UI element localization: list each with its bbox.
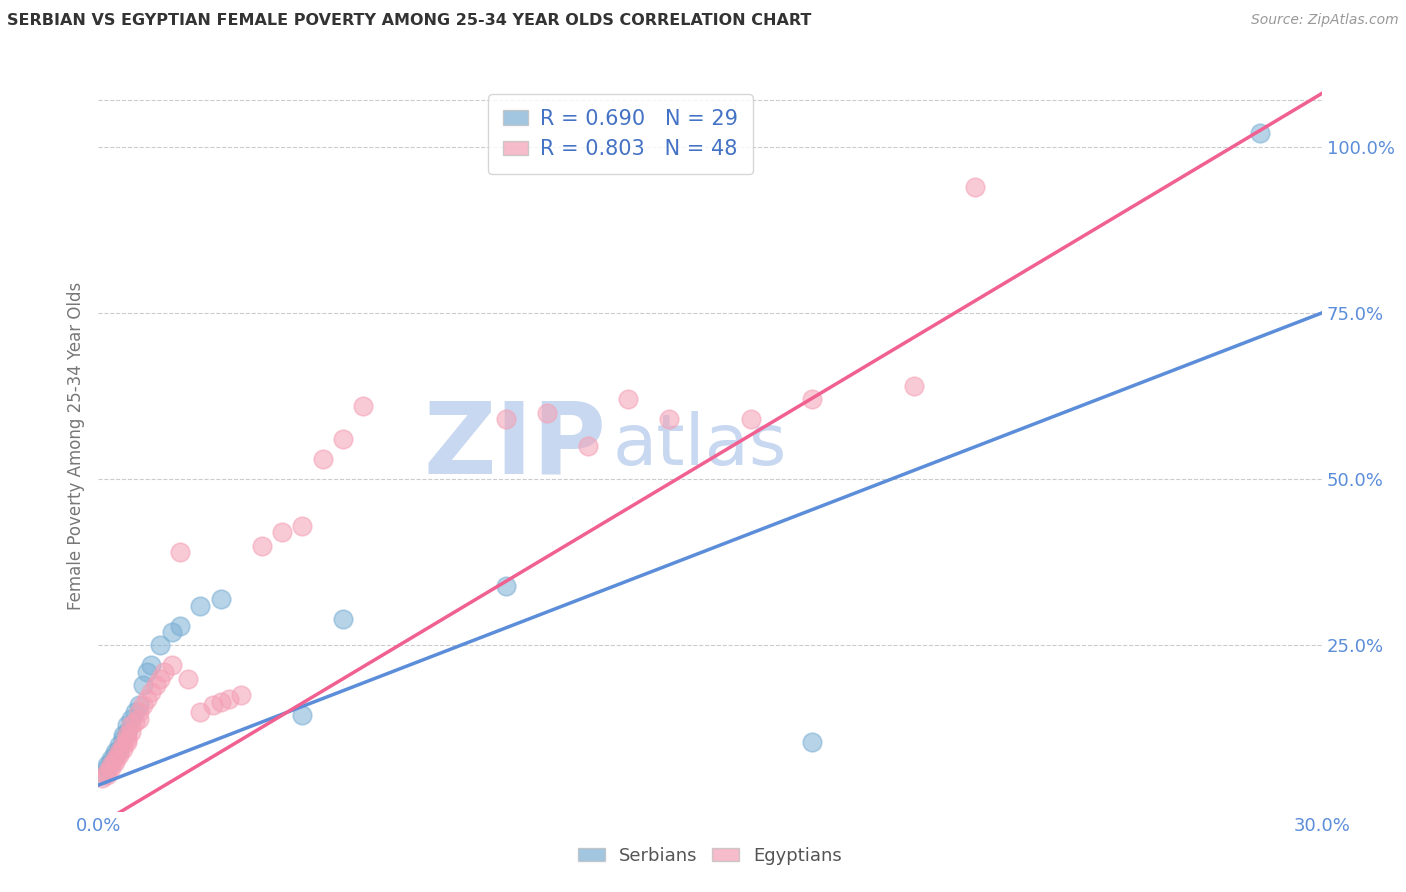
Point xyxy=(740,412,762,426)
Point xyxy=(201,698,224,713)
Point xyxy=(115,725,138,739)
Point xyxy=(115,728,138,742)
Text: atlas: atlas xyxy=(612,411,786,481)
Point xyxy=(209,695,232,709)
Point xyxy=(209,591,232,606)
Point xyxy=(111,728,134,742)
Point xyxy=(801,392,824,407)
Point xyxy=(120,718,142,732)
Point xyxy=(332,612,354,626)
Point xyxy=(250,539,273,553)
Point xyxy=(91,772,114,786)
Point xyxy=(149,639,172,653)
Point xyxy=(111,741,134,756)
Point xyxy=(188,705,212,719)
Y-axis label: Female Poverty Among 25-34 Year Olds: Female Poverty Among 25-34 Year Olds xyxy=(66,282,84,610)
Point xyxy=(658,412,681,426)
Point xyxy=(128,698,150,713)
Point xyxy=(169,545,191,559)
Point xyxy=(100,762,122,776)
Point xyxy=(104,751,127,765)
Point xyxy=(136,665,159,679)
Point xyxy=(104,755,127,769)
Point xyxy=(160,658,183,673)
Point xyxy=(104,748,127,763)
Point xyxy=(291,708,314,723)
Point xyxy=(149,672,172,686)
Point xyxy=(91,768,114,782)
Point xyxy=(96,762,118,776)
Point xyxy=(115,731,138,746)
Point xyxy=(108,748,131,763)
Point xyxy=(96,768,118,782)
Point xyxy=(903,379,925,393)
Legend: Serbians, Egyptians: Serbians, Egyptians xyxy=(571,839,849,872)
Point xyxy=(152,665,174,679)
Point xyxy=(108,745,131,759)
Point xyxy=(145,678,167,692)
Text: Source: ZipAtlas.com: Source: ZipAtlas.com xyxy=(1251,13,1399,28)
Point xyxy=(231,689,253,703)
Point xyxy=(96,758,118,772)
Point xyxy=(312,452,335,467)
Point xyxy=(332,433,354,447)
Point xyxy=(96,764,118,779)
Point xyxy=(104,745,127,759)
Point xyxy=(124,714,146,729)
Point xyxy=(115,718,138,732)
Point xyxy=(132,698,155,713)
Point xyxy=(291,518,314,533)
Point xyxy=(100,755,122,769)
Point xyxy=(100,758,122,772)
Point xyxy=(160,625,183,640)
Point xyxy=(270,525,294,540)
Point xyxy=(132,678,155,692)
Point xyxy=(218,691,240,706)
Point xyxy=(120,712,142,726)
Point xyxy=(617,392,640,407)
Point xyxy=(536,406,558,420)
Point xyxy=(128,712,150,726)
Point xyxy=(141,685,163,699)
Point xyxy=(1249,127,1271,141)
Point xyxy=(188,599,212,613)
Point xyxy=(965,179,987,194)
Point xyxy=(111,738,134,752)
Point xyxy=(115,735,138,749)
Point xyxy=(352,399,374,413)
Point xyxy=(576,439,599,453)
Point xyxy=(108,738,131,752)
Point xyxy=(100,751,122,765)
Point xyxy=(177,672,200,686)
Point xyxy=(128,705,150,719)
Point xyxy=(141,658,163,673)
Text: ZIP: ZIP xyxy=(423,398,606,494)
Point xyxy=(136,691,159,706)
Point xyxy=(124,705,146,719)
Text: SERBIAN VS EGYPTIAN FEMALE POVERTY AMONG 25-34 YEAR OLDS CORRELATION CHART: SERBIAN VS EGYPTIAN FEMALE POVERTY AMONG… xyxy=(7,13,811,29)
Point xyxy=(169,618,191,632)
Point xyxy=(495,412,517,426)
Point xyxy=(111,731,134,746)
Point xyxy=(108,741,131,756)
Point xyxy=(120,725,142,739)
Point xyxy=(801,735,824,749)
Point xyxy=(495,579,517,593)
